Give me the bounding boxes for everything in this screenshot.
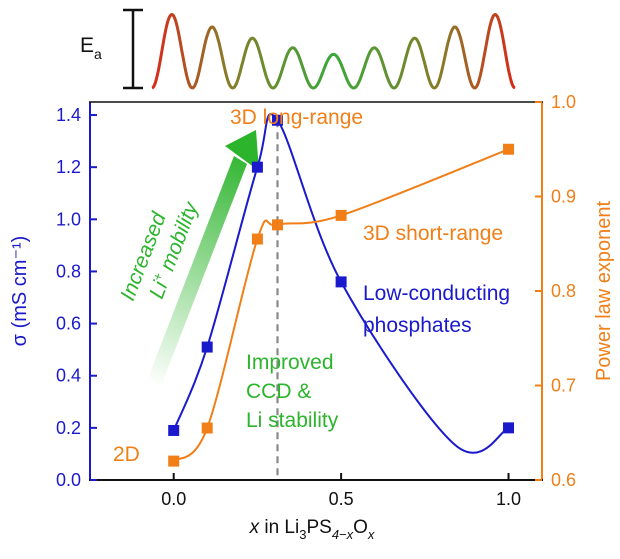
xlabel-x: x bbox=[249, 517, 261, 538]
annotation-3d-long-range: 3D long-range bbox=[230, 106, 363, 129]
left-tick-label: 1.4 bbox=[56, 105, 81, 125]
activation-energy-inset: Ea bbox=[80, 8, 516, 90]
xlabel-sub1: 3 bbox=[299, 527, 306, 542]
annotation-ccd: CCD & bbox=[246, 380, 311, 403]
right-tick-label: 0.8 bbox=[551, 281, 576, 301]
bottom-tick-label: 1.0 bbox=[496, 489, 521, 509]
conductivity-point bbox=[271, 114, 283, 126]
exponent-point bbox=[168, 455, 180, 467]
left-tick-label: 1.0 bbox=[56, 209, 81, 229]
exponent-point bbox=[251, 233, 263, 245]
conductivity-point bbox=[335, 276, 347, 288]
axis-ticks: 0.0 0.2 0.4 0.6 0.8 1.0 1.2 1.4 0.6 0.7 0.8 0.9 1.0 0… bbox=[56, 92, 576, 509]
annotation-phosphates: phosphates bbox=[363, 314, 472, 337]
exponent-point bbox=[201, 422, 213, 434]
conductivity-point bbox=[201, 341, 213, 353]
bottom-tick-label: 0.5 bbox=[329, 489, 354, 509]
annotation-li-stability: Li stability bbox=[246, 409, 339, 432]
ea-main: E bbox=[80, 34, 94, 57]
conductivity-point bbox=[168, 424, 180, 436]
increased-mobility-arrow bbox=[148, 130, 259, 386]
left-tick-label: 0.4 bbox=[56, 366, 81, 386]
y-axis-label-left: σ (mS cm⁻¹) bbox=[9, 236, 31, 347]
arrow-shaft bbox=[148, 156, 247, 386]
right-tick-label: 1.0 bbox=[551, 92, 576, 112]
arrow-head bbox=[225, 130, 259, 171]
bottom-tick-label: 0.0 bbox=[161, 489, 186, 509]
left-tick-label: 0.0 bbox=[56, 470, 81, 490]
annotation-3d-short-range: 3D short-range bbox=[363, 222, 503, 245]
annotation-2d: 2D bbox=[113, 443, 140, 466]
xlabel-in: in Li bbox=[259, 517, 299, 538]
left-tick-label: 1.2 bbox=[56, 157, 81, 177]
exponent-point bbox=[503, 143, 515, 155]
xlabel-sub2: 4−x bbox=[332, 527, 354, 542]
data-markers bbox=[168, 114, 515, 467]
right-tick-label: 0.9 bbox=[551, 187, 576, 207]
xlabel-ps: PS bbox=[306, 517, 331, 538]
x-axis-label: x in Li3PS4−xOx bbox=[249, 517, 375, 542]
conductivity-point bbox=[251, 161, 263, 173]
exponent-point bbox=[271, 219, 283, 231]
annotation-improved: Improved bbox=[246, 351, 334, 374]
ea-sub: a bbox=[94, 46, 102, 62]
energy-landscape-curve bbox=[151, 12, 516, 90]
conductivity-curve bbox=[172, 113, 510, 454]
left-tick-label: 0.6 bbox=[56, 314, 81, 334]
right-tick-label: 0.7 bbox=[551, 376, 576, 396]
y-axis-label-right: Power law exponent bbox=[593, 201, 615, 382]
ea-label: Ea bbox=[80, 34, 102, 62]
annotation-low-conducting: Low-conducting bbox=[363, 282, 510, 305]
conductivity-point bbox=[503, 422, 515, 434]
left-tick-label: 0.2 bbox=[56, 418, 81, 438]
xlabel-sub3: x bbox=[367, 527, 375, 542]
right-tick-label: 0.6 bbox=[551, 470, 576, 490]
exponent-point bbox=[335, 209, 347, 221]
xlabel-o: O bbox=[353, 517, 368, 538]
left-tick-label: 0.8 bbox=[56, 261, 81, 281]
